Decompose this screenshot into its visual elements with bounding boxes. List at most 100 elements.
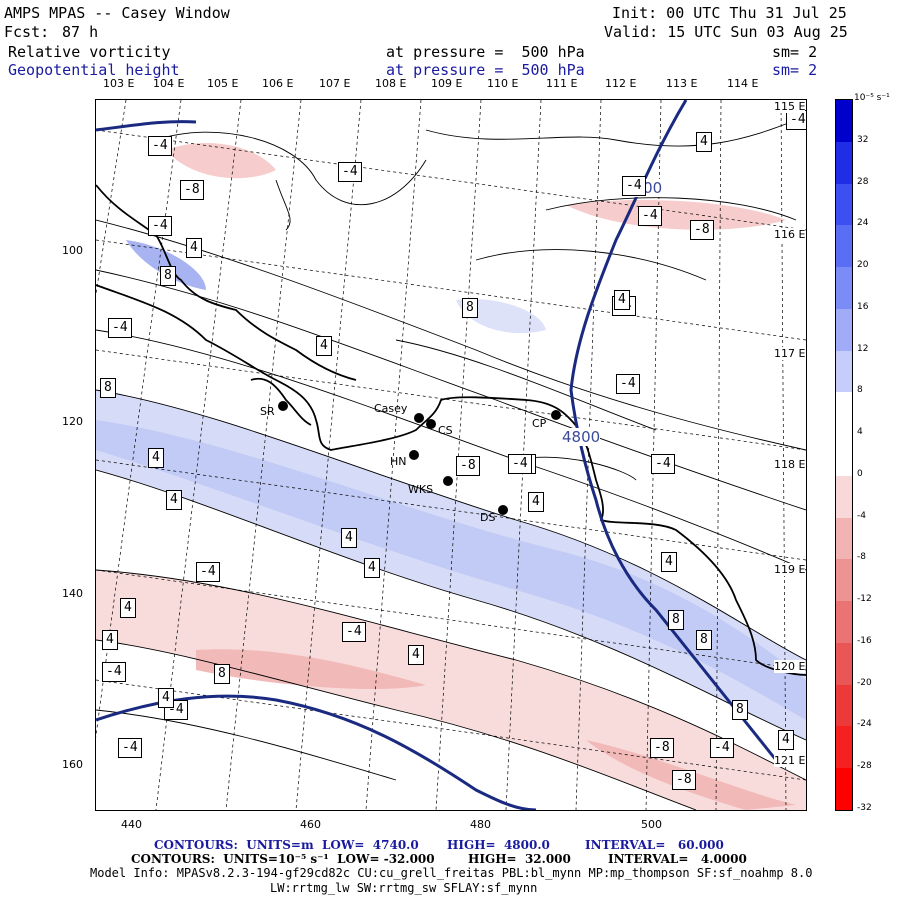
station-label-sr: SR: [260, 405, 275, 418]
station-dot-hn: [409, 450, 419, 460]
lon-label: 103 E: [103, 77, 135, 90]
footer-vort-high: HIGH= 32.000: [468, 852, 571, 866]
footer-model-info: Model Info: MPASv8.2.3-194-gf29cd82c CU:…: [90, 866, 813, 880]
x-tick-460: 460: [300, 818, 321, 831]
colorbar-swatch: [836, 183, 852, 226]
colorbar-label: 32: [857, 134, 869, 145]
colorbar-swatch: [836, 768, 852, 811]
contour-label: -8: [690, 220, 714, 240]
station-dot-sr: [278, 401, 288, 411]
lon-label: 112 E: [605, 77, 637, 90]
lon-label: 111 E: [546, 77, 578, 90]
height-contours: [96, 100, 778, 810]
contour-label: 8: [668, 610, 684, 630]
contour-label: 4: [186, 238, 202, 258]
map-title: AMPS MPAS -- Casey Window: [4, 4, 230, 22]
colorbar-label: 0: [857, 468, 863, 479]
right-lon-label: 119 E: [774, 563, 806, 576]
field1-name: Relative vorticity: [8, 43, 171, 61]
contour-label: -4: [508, 454, 532, 474]
colorbar-label: 28: [857, 176, 869, 187]
right-lon-label: 120 E: [774, 660, 806, 673]
contour-label: -4: [786, 110, 806, 130]
colorbar-label: -20: [857, 677, 872, 688]
contour-label: -4: [196, 562, 220, 582]
colorbar: [835, 99, 853, 811]
contour-label: 8: [732, 700, 748, 720]
negative-vort-blob-ne: [566, 200, 786, 230]
contour-label: -4: [118, 738, 142, 758]
negative-vort-band: [96, 570, 806, 810]
contour-label: -8: [180, 180, 204, 200]
field2-level: at pressure = 500 hPa: [386, 61, 585, 79]
colorbar-swatch: [836, 726, 852, 769]
colorbar-unit: 10⁻⁵ s⁻¹: [854, 93, 890, 103]
x-tick-440: 440: [121, 818, 142, 831]
colorbar-label: -4: [857, 510, 866, 521]
y-tick-100: 100: [62, 244, 83, 257]
colorbar-label: -12: [857, 594, 872, 605]
x-tick-500: 500: [641, 818, 662, 831]
contour-label: -8: [672, 770, 696, 790]
colorbar-swatch: [836, 642, 852, 686]
contour-label: -4: [102, 662, 126, 682]
lon-label: 108 E: [375, 77, 407, 90]
colorbar-swatch: [836, 350, 852, 393]
colorbar-label: 4: [857, 427, 863, 438]
contour-label: 8: [462, 298, 478, 318]
right-lon-label: 118 E: [774, 458, 806, 471]
footer-height-contours: CONTOURS: UNITS=m LOW= 4740.0: [154, 838, 419, 852]
height-label-central: 4800: [562, 428, 601, 446]
contour-label: 8: [100, 378, 116, 398]
station-label-wks: WKS: [408, 483, 434, 496]
forecast-label: Fcst:: [4, 23, 50, 41]
contour-label: 8: [696, 630, 712, 650]
valid-time: Valid: 15 UTC Sun 03 Aug 25: [604, 23, 848, 41]
y-tick-160: 160: [62, 758, 83, 771]
contour-label: -4: [638, 206, 662, 226]
contour-label: -4: [622, 176, 646, 196]
colorbar-label: -32: [857, 803, 872, 813]
station-dot-cp: [551, 410, 561, 420]
contour-label: -4: [338, 162, 362, 182]
contour-label: 4: [166, 490, 182, 510]
right-lon-label: 121 E: [774, 754, 806, 767]
contour-label: -4: [651, 454, 675, 474]
lon-label: 114 E: [727, 77, 759, 90]
contour-label: 8: [160, 266, 176, 286]
colorbar-label: 24: [857, 218, 869, 229]
lon-label: 107 E: [319, 77, 351, 90]
colorbar-label: -16: [857, 635, 872, 646]
field1-level: at pressure = 500 hPa: [386, 43, 585, 61]
positive-vort-blob-c: [456, 299, 546, 334]
forecast-hours: 87 h: [62, 23, 99, 41]
footer-height-interval: INTERVAL= 60.000: [585, 838, 724, 852]
colorbar-swatch: [836, 392, 852, 435]
contour-label: 4: [408, 645, 424, 665]
map-panel[interactable]: Casey CS CP SR HN WKS DS 4800 4800 -4-8-…: [95, 99, 807, 811]
contour-label: 4: [614, 290, 630, 310]
colorbar-label: -24: [857, 719, 872, 730]
y-tick-120: 120: [62, 415, 83, 428]
station-label-cs: CS: [438, 424, 453, 437]
colorbar-label: 12: [857, 343, 869, 354]
y-tick-140: 140: [62, 587, 83, 600]
field2-smoothing: sm= 2: [772, 61, 818, 79]
lon-label: 106 E: [262, 77, 294, 90]
lon-label: 105 E: [207, 77, 239, 90]
colorbar-swatch: [836, 308, 852, 352]
contour-label: -8: [650, 738, 674, 758]
field2-name: Geopotential height: [8, 61, 180, 79]
colorbar-swatch: [836, 100, 852, 143]
contour-label: -8: [456, 456, 480, 476]
lon-label: 104 E: [153, 77, 185, 90]
contour-label: 4: [148, 448, 164, 468]
negative-vort-blob-nw: [166, 142, 276, 179]
contour-label: -4: [148, 136, 172, 156]
contour-label: 4: [158, 688, 174, 708]
colorbar-label: -28: [857, 761, 872, 772]
lon-label: 110 E: [487, 77, 519, 90]
footer-model-info-2: LW:rrtmg_lw SW:rrtmg_sw SFLAY:sf_mynn: [270, 881, 538, 895]
negative-vort-core-1: [196, 649, 426, 690]
station-dot-cs: [426, 419, 436, 429]
